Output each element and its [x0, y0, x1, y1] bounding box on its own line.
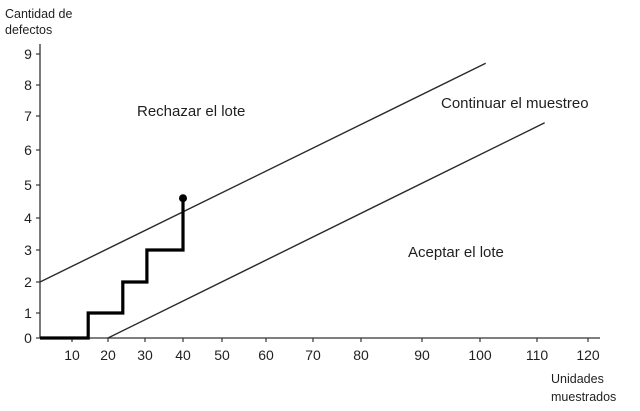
x-tick-label: 110 — [526, 347, 549, 363]
y-axis-label: Cantidad de defectos — [5, 7, 73, 37]
accept-boundary-line — [107, 122, 545, 339]
accept-region-label: Aceptar el lote — [408, 244, 504, 261]
x-tick-label: 120 — [576, 347, 600, 363]
reject-boundary-line — [39, 62, 487, 283]
x-tick-label: 20 — [100, 347, 116, 363]
x-tick-label: 70 — [305, 347, 321, 363]
x-tick-label: 60 — [258, 347, 274, 363]
axes — [39, 44, 600, 339]
y-tick-label: 0 — [24, 330, 32, 346]
x-tick-label: 40 — [175, 347, 191, 363]
x-tick-label: 10 — [64, 347, 80, 363]
y-tick-label: 3 — [24, 242, 32, 258]
x-tick-label: 80 — [353, 347, 369, 363]
x-tick-label: 100 — [468, 347, 492, 363]
sample-endpoint-marker — [179, 194, 187, 203]
y-tick-label: 9 — [24, 46, 32, 62]
x-tick-label: 90 — [414, 347, 430, 363]
reject-region-label: Rechazar el lote — [137, 103, 246, 120]
y-tick-label: 6 — [24, 142, 32, 158]
x-tick-label: 30 — [137, 347, 153, 363]
continue-region-label: Continuar el muestreo — [441, 95, 589, 112]
y-ticks: 0 1 2 3 4 5 6 7 8 9 — [24, 46, 40, 346]
sample-step-line — [40, 198, 185, 340]
y-tick-label: 1 — [24, 305, 32, 321]
y-tick-label: 4 — [24, 210, 32, 226]
y-tick-label: 2 — [24, 274, 32, 290]
y-tick-label: 8 — [24, 77, 32, 93]
x-axis-label: Unidades muestrados — [551, 372, 617, 404]
y-tick-label: 7 — [24, 108, 32, 124]
y-tick-label: 5 — [24, 177, 32, 193]
x-ticks: 10 20 30 40 50 60 70 80 90 100 110 120 — [64, 338, 600, 363]
x-tick-label: 50 — [214, 347, 230, 363]
